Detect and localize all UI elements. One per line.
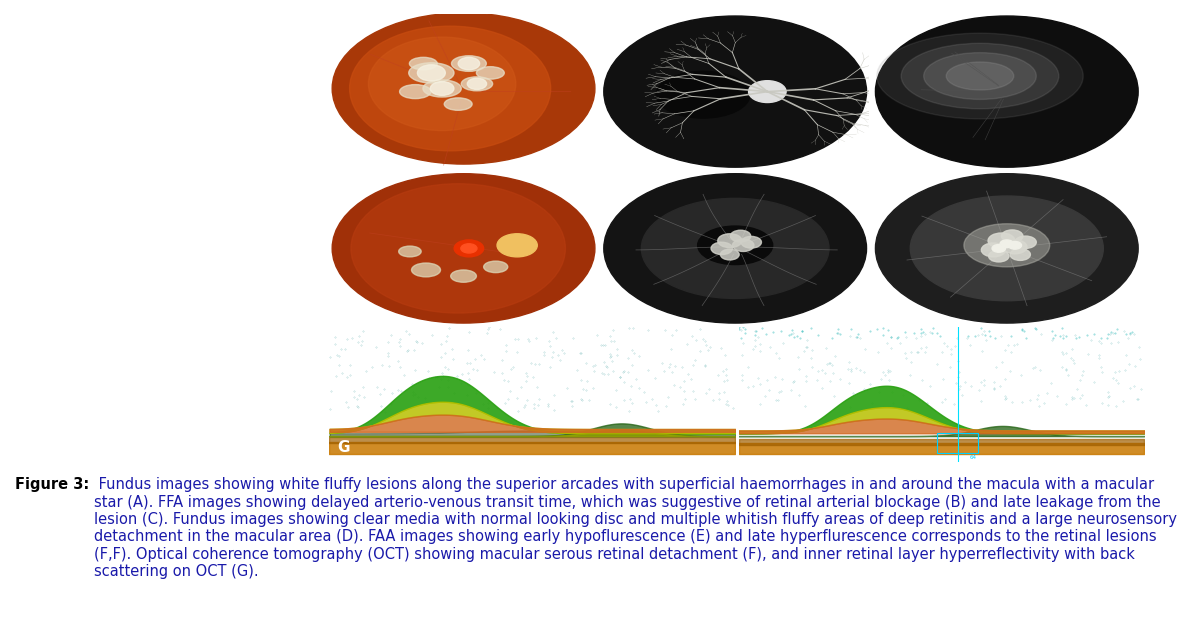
Ellipse shape [924, 53, 1036, 100]
Ellipse shape [332, 174, 595, 323]
Ellipse shape [423, 80, 462, 97]
Circle shape [417, 65, 445, 81]
Ellipse shape [399, 85, 431, 99]
Ellipse shape [332, 13, 595, 164]
Ellipse shape [484, 261, 508, 272]
Ellipse shape [875, 174, 1138, 323]
Ellipse shape [603, 16, 867, 167]
Ellipse shape [476, 67, 504, 79]
Ellipse shape [462, 77, 492, 91]
Ellipse shape [876, 33, 1083, 119]
Circle shape [497, 234, 537, 257]
Text: C: C [881, 147, 892, 162]
Ellipse shape [444, 98, 472, 110]
Ellipse shape [603, 174, 867, 323]
Ellipse shape [410, 57, 437, 70]
Circle shape [981, 243, 1005, 257]
Ellipse shape [411, 263, 441, 277]
Ellipse shape [350, 26, 550, 151]
Ellipse shape [657, 72, 750, 118]
Circle shape [1014, 236, 1036, 248]
Circle shape [732, 239, 753, 251]
Circle shape [461, 244, 477, 253]
Text: 64: 64 [970, 455, 977, 460]
Circle shape [992, 244, 1005, 253]
Ellipse shape [641, 198, 829, 299]
Circle shape [720, 249, 739, 260]
Circle shape [1000, 240, 1013, 248]
Ellipse shape [901, 44, 1059, 109]
Circle shape [455, 240, 484, 257]
Circle shape [1010, 249, 1030, 261]
Circle shape [730, 230, 751, 242]
Circle shape [718, 234, 742, 248]
Ellipse shape [351, 183, 566, 313]
Circle shape [1009, 241, 1022, 249]
Text: B: B [609, 147, 621, 162]
Circle shape [749, 81, 787, 103]
Ellipse shape [368, 37, 516, 131]
Text: F: F [881, 303, 892, 318]
Circle shape [430, 81, 454, 95]
Text: Fundus images showing white fluffy lesions along the superior arcades with super: Fundus images showing white fluffy lesio… [93, 477, 1176, 579]
Ellipse shape [964, 224, 1050, 267]
Ellipse shape [698, 226, 772, 264]
Circle shape [1003, 240, 1027, 254]
Circle shape [740, 236, 762, 248]
Circle shape [711, 242, 732, 254]
Ellipse shape [399, 246, 422, 257]
Text: A: A [338, 147, 350, 162]
Ellipse shape [451, 270, 476, 282]
Circle shape [458, 57, 479, 70]
Text: G: G [338, 440, 350, 455]
Circle shape [988, 233, 1014, 248]
Ellipse shape [409, 63, 454, 83]
Ellipse shape [911, 196, 1103, 301]
Ellipse shape [451, 56, 487, 72]
Text: E: E [609, 303, 620, 318]
Circle shape [468, 78, 487, 90]
Circle shape [1001, 230, 1023, 242]
Text: D: D [338, 303, 351, 318]
Circle shape [988, 250, 1009, 262]
Ellipse shape [946, 62, 1013, 90]
Text: Figure 3:: Figure 3: [15, 477, 90, 492]
Ellipse shape [875, 16, 1138, 167]
